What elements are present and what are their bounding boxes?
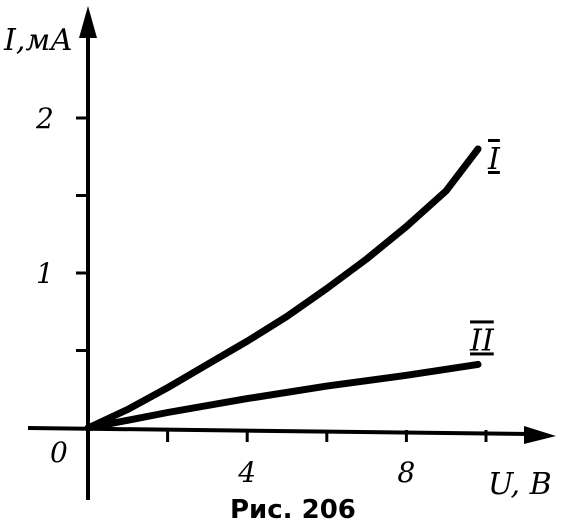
y-axis-arrow bbox=[79, 6, 97, 38]
series-group bbox=[84, 145, 482, 432]
y-axis-label: I,мА bbox=[3, 23, 73, 58]
series-line-I bbox=[84, 145, 482, 432]
axis-ticks bbox=[76, 116, 488, 442]
origin-label: 0 bbox=[50, 436, 68, 469]
x-axis-label: U, В bbox=[488, 467, 552, 502]
series-line-II bbox=[84, 360, 482, 432]
series-label-I: I bbox=[487, 142, 501, 177]
x-axis-arrow bbox=[524, 426, 556, 444]
x-tick-label-8: 8 bbox=[397, 456, 415, 489]
y-tick-label-1: 1 bbox=[36, 257, 54, 290]
figure-caption: Рис. 206 bbox=[230, 495, 356, 525]
x-axis-line bbox=[27, 426, 531, 436]
y-tick-label-2: 2 bbox=[35, 102, 54, 135]
series-label-II: II bbox=[469, 323, 495, 358]
x-tick-label-4: 4 bbox=[237, 456, 256, 489]
axes bbox=[27, 6, 556, 500]
